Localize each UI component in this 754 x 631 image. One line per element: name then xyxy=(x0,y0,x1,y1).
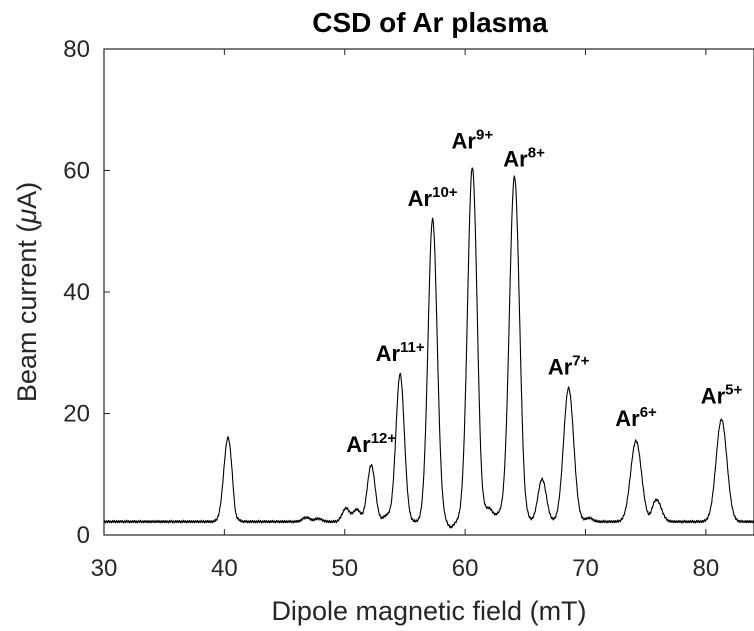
peak-label: Ar9+ xyxy=(452,126,494,153)
y-tick-label: 60 xyxy=(63,158,90,185)
peak-label: Ar11+ xyxy=(376,339,425,366)
y-axis-label-symbol: μ xyxy=(12,209,42,225)
peak-label-charge: 5+ xyxy=(725,381,742,398)
peak-label: Ar5+ xyxy=(701,381,743,408)
peak-label-charge: 10+ xyxy=(432,184,458,201)
y-tick-label: 40 xyxy=(63,279,90,306)
peak-label-charge: 8+ xyxy=(528,145,545,162)
peak-label-charge: 6+ xyxy=(640,404,657,421)
chart-title: CSD of Ar plasma xyxy=(312,7,548,38)
plot-area: Ar12+Ar11+Ar10+Ar9+Ar8+Ar7+Ar6+Ar5+ xyxy=(103,48,754,536)
peak-label-base: Ar xyxy=(452,128,477,153)
y-tick-label: 0 xyxy=(77,522,90,549)
data-series-line xyxy=(103,167,754,529)
peak-label-base: Ar xyxy=(346,432,371,457)
peak-label-base: Ar xyxy=(615,406,640,431)
x-tick-label: 60 xyxy=(452,555,479,582)
peak-label-base: Ar xyxy=(376,341,401,366)
peak-label-base: Ar xyxy=(548,354,573,379)
y-tick-label: 20 xyxy=(63,401,90,428)
x-tick-label: 80 xyxy=(693,555,720,582)
peak-label-charge: 12+ xyxy=(371,430,397,447)
peak-label-charge: 9+ xyxy=(476,126,493,143)
peak-label-charge: 7+ xyxy=(572,352,589,369)
peak-label: Ar8+ xyxy=(503,145,545,172)
x-tick-label: 70 xyxy=(572,555,599,582)
peak-label-base: Ar xyxy=(408,186,433,211)
peak-label: Ar7+ xyxy=(548,352,590,379)
x-axis-label: Dipole magnetic field (mT) xyxy=(271,596,586,626)
x-tick-label: 50 xyxy=(331,555,358,582)
y-tick-label: 80 xyxy=(63,36,90,63)
y-axis-label: Beam current (μA) xyxy=(12,182,42,402)
peak-label: Ar10+ xyxy=(408,184,458,211)
peak-label-charge: 11+ xyxy=(400,339,425,356)
peak-label-base: Ar xyxy=(701,383,726,408)
x-tick-label: 30 xyxy=(91,555,118,582)
x-tick-label: 40 xyxy=(211,555,238,582)
y-axis-label-suffix: A) xyxy=(12,182,42,209)
peak-label: Ar6+ xyxy=(615,404,657,431)
peak-label-base: Ar xyxy=(503,147,528,172)
peak-label: Ar12+ xyxy=(346,430,396,457)
y-axis-label-prefix: Beam current ( xyxy=(12,224,42,403)
